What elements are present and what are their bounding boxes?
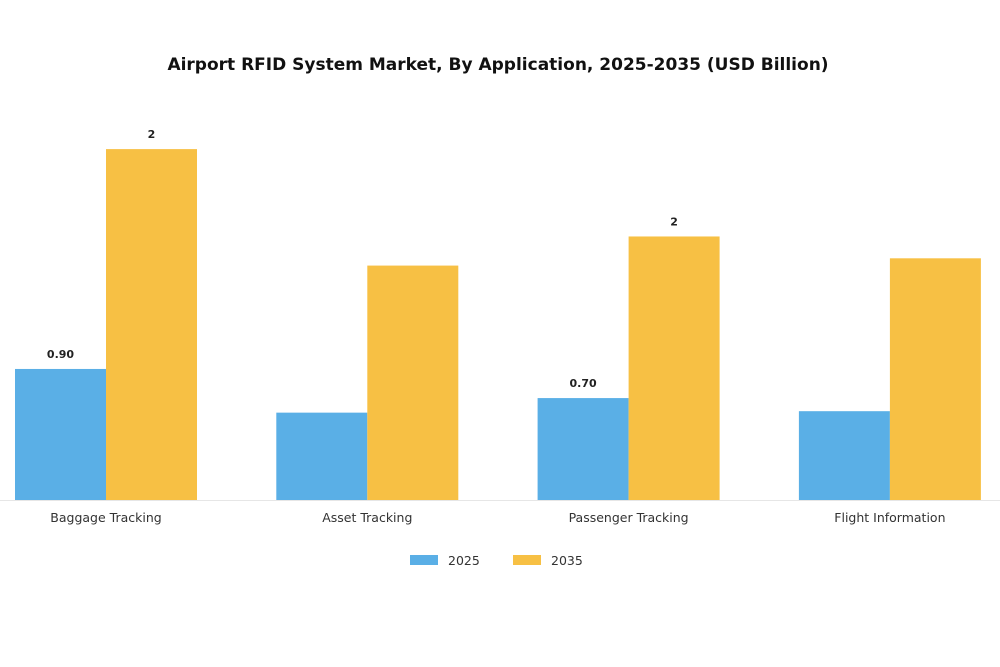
bar-2025-asset-tracking (276, 412, 368, 500)
bar-2035-flight-information (889, 258, 981, 500)
data-label: 0.90 (47, 348, 74, 361)
x-tick-label: Flight Information (834, 510, 945, 525)
chart-title: Airport RFID System Market, By Applicati… (167, 55, 828, 75)
data-label: 0.70 (570, 377, 597, 390)
data-label: 2 (670, 215, 678, 228)
legend-label-2025: 2025 (448, 553, 480, 568)
legend-label-2035: 2035 (551, 553, 583, 568)
bar-2035-asset-tracking (367, 265, 459, 500)
bar-2025-passenger-tracking (537, 398, 629, 500)
bar-2035-baggage-tracking (106, 149, 197, 500)
bar-2035-passenger-tracking (628, 236, 720, 501)
x-tick-label: Baggage Tracking (50, 510, 161, 525)
legend-swatch-2035 (513, 555, 541, 565)
bar-2025-flight-information (798, 411, 890, 500)
bar-2025-baggage-tracking (15, 368, 106, 500)
legend-swatch-2025 (410, 555, 438, 565)
x-tick-label: Passenger Tracking (569, 510, 689, 525)
data-label: 2 (148, 128, 156, 141)
x-tick-label: Asset Tracking (322, 510, 412, 525)
